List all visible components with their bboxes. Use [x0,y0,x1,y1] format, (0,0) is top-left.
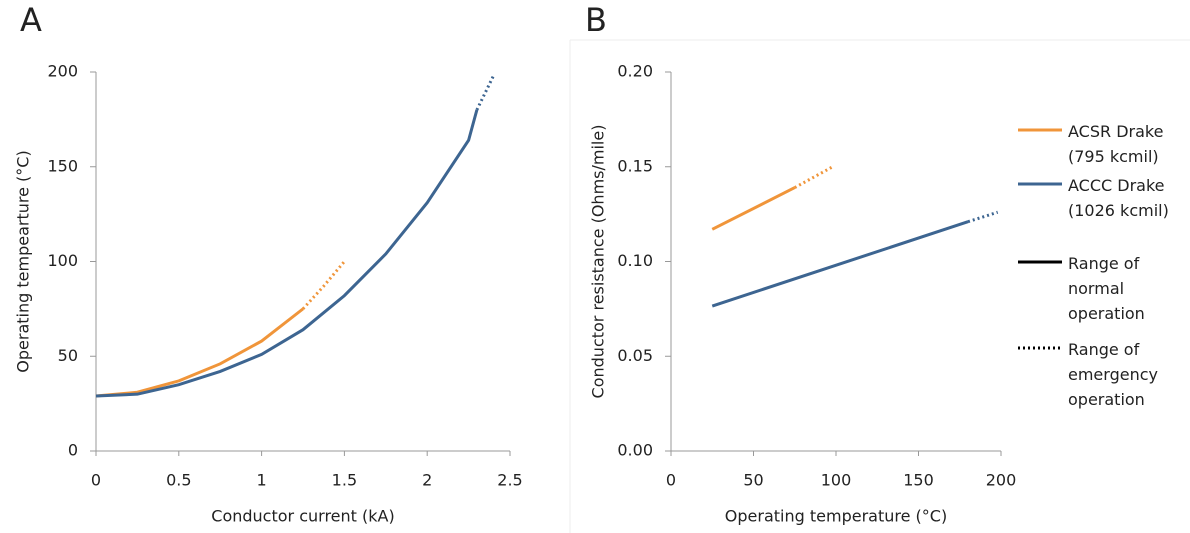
y-tick-label: 150 [47,156,78,175]
x-tick-label: 100 [821,471,852,490]
x-tick-label: 2.5 [497,471,522,490]
y-tick-label: 100 [47,251,78,270]
x-tick-label: 0.5 [166,471,191,490]
y-tick-label: 0.20 [617,62,653,81]
x-axis-title: Operating temperature (°C) [725,507,947,526]
y-tick-label: 0.05 [617,346,653,365]
series-line [475,75,495,111]
series-line [967,210,999,224]
y-tick-label: 0 [68,441,78,460]
x-tick-label: 1.5 [332,471,357,490]
legend-label: Range of emergency operation [1068,340,1158,409]
series-line [95,307,304,398]
x-tick-label: 0 [666,471,676,490]
x-axis-title: Conductor current (kA) [211,507,394,526]
y-tick-label: 50 [58,346,78,365]
y-tick-label: 0.10 [617,251,653,270]
legend-label: ACCC Drake (1026 kcmil) [1068,176,1169,220]
x-tick-label: 2 [422,471,432,490]
panel-label: A [20,1,42,39]
x-tick-label: 150 [903,471,934,490]
legend-label: Range of normal operation [1068,254,1145,323]
series-line [301,260,346,310]
panel-label: B [585,1,607,39]
series-line [794,165,834,189]
y-tick-label: 0.15 [617,156,653,175]
y-tick-label: 200 [47,62,78,81]
y-axis-title: Operating tempearture (°C) [14,150,33,372]
series-line [711,186,796,231]
legend-label: ACSR Drake (795 kcmil) [1068,122,1163,166]
series-line [711,220,969,308]
x-tick-label: 200 [986,471,1017,490]
series-line [95,109,479,398]
x-tick-label: 1 [257,471,267,490]
x-tick-label: 0 [91,471,101,490]
y-tick-label: 0.00 [617,441,653,460]
y-axis-title: Conductor resistance (Ohms/mile) [589,125,608,399]
x-tick-label: 50 [743,471,763,490]
